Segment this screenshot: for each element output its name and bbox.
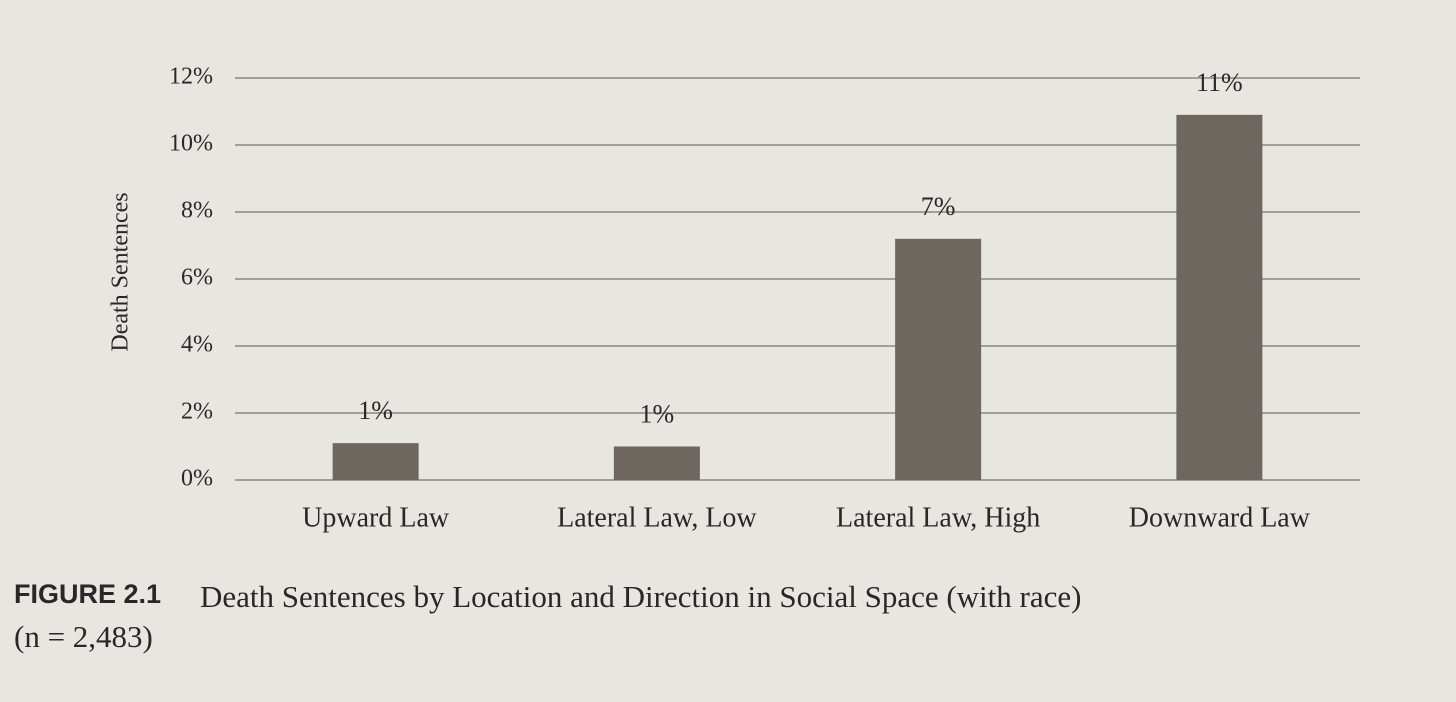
bar bbox=[895, 238, 982, 480]
bar bbox=[332, 443, 419, 480]
y-axis-label: Death Sentences bbox=[108, 192, 134, 351]
bar bbox=[1176, 114, 1263, 480]
y-tick-label: 10% bbox=[169, 131, 213, 157]
y-tick-label: 4% bbox=[181, 332, 213, 358]
y-tick-label: 2% bbox=[181, 399, 213, 425]
y-tick-label: 6% bbox=[181, 265, 213, 291]
value-label: 1% bbox=[640, 399, 675, 428]
y-tick-label: 0% bbox=[181, 466, 213, 492]
value-label: 7% bbox=[921, 192, 956, 221]
x-tick-label: Downward Law bbox=[1129, 502, 1311, 533]
value-label: 1% bbox=[358, 396, 393, 425]
x-tick-label: Upward Law bbox=[302, 502, 450, 533]
caption: Death Sentences by Location and Directio… bbox=[200, 579, 1081, 614]
x-tick-label: Lateral Law, High bbox=[836, 502, 1040, 533]
caption-note: (n = 2,483) bbox=[14, 619, 153, 654]
y-tick-label: 8% bbox=[181, 198, 213, 224]
bar bbox=[613, 446, 700, 480]
y-tick-label: 12% bbox=[169, 64, 213, 90]
value-label: 11% bbox=[1196, 68, 1243, 97]
figure-label: FIGURE 2.1 bbox=[14, 579, 161, 609]
x-tick-label: Lateral Law, Low bbox=[557, 502, 757, 533]
